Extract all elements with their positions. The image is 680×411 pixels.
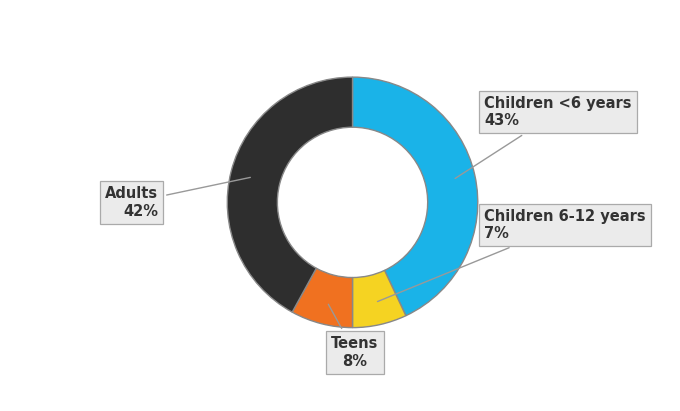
Text: Children 6-12 years
7%: Children 6-12 years 7% bbox=[377, 209, 646, 302]
Wedge shape bbox=[352, 77, 478, 316]
Wedge shape bbox=[352, 270, 406, 328]
Text: Teens
8%: Teens 8% bbox=[328, 304, 379, 369]
Text: Adults
42%: Adults 42% bbox=[105, 178, 250, 219]
Text: Children <6 years
43%: Children <6 years 43% bbox=[455, 96, 632, 178]
Wedge shape bbox=[292, 268, 352, 328]
Wedge shape bbox=[227, 77, 352, 312]
